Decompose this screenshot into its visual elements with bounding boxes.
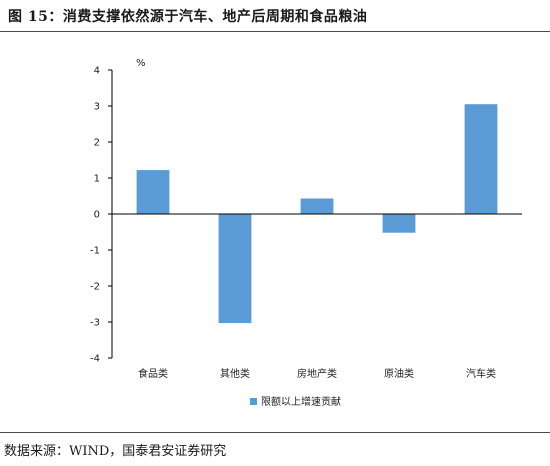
x-axis-categories: 食品类 其他类 房地产类 原油类 汽车类 xyxy=(138,367,496,380)
y-unit-label: % xyxy=(136,58,146,69)
bar-5 xyxy=(464,104,498,214)
x-category-label: 原油类 xyxy=(384,367,414,380)
y-tick-label: 3 xyxy=(94,102,100,113)
x-category-label: 房地产类 xyxy=(297,367,337,380)
bars xyxy=(136,104,498,324)
bar-1 xyxy=(136,170,170,214)
bar-2 xyxy=(218,214,252,324)
x-category-label: 汽车类 xyxy=(466,367,496,380)
y-tick-label: 2 xyxy=(94,138,100,149)
x-category-label: 食品类 xyxy=(138,367,168,380)
axes xyxy=(111,70,522,358)
legend-swatch xyxy=(250,398,257,405)
bar-3 xyxy=(300,198,334,214)
y-tick-label: -3 xyxy=(90,318,100,329)
title-divider xyxy=(0,31,550,32)
y-tick-label: -2 xyxy=(90,282,100,293)
bar-4 xyxy=(382,214,416,233)
x-category-label: 其他类 xyxy=(220,367,250,380)
y-tick-label: 1 xyxy=(94,174,100,185)
y-tick-label: -4 xyxy=(90,354,100,365)
y-tick-label: -1 xyxy=(90,246,100,257)
y-tick-label: 0 xyxy=(94,210,100,221)
legend: 限额以上增速贡献 xyxy=(250,395,341,408)
source-note: 数据来源：WIND，国泰君安证券研究 xyxy=(4,444,227,459)
legend-label: 限额以上增速贡献 xyxy=(261,395,341,408)
figure-title: 图 15：消费支撑依然源于汽车、地产后周期和食品粮油 xyxy=(8,9,368,25)
y-axis-ticks: -4 -3 -2 -1 0 1 2 3 4% xyxy=(90,58,146,365)
y-tick-label: 4 xyxy=(94,66,100,77)
source-divider xyxy=(0,432,550,433)
